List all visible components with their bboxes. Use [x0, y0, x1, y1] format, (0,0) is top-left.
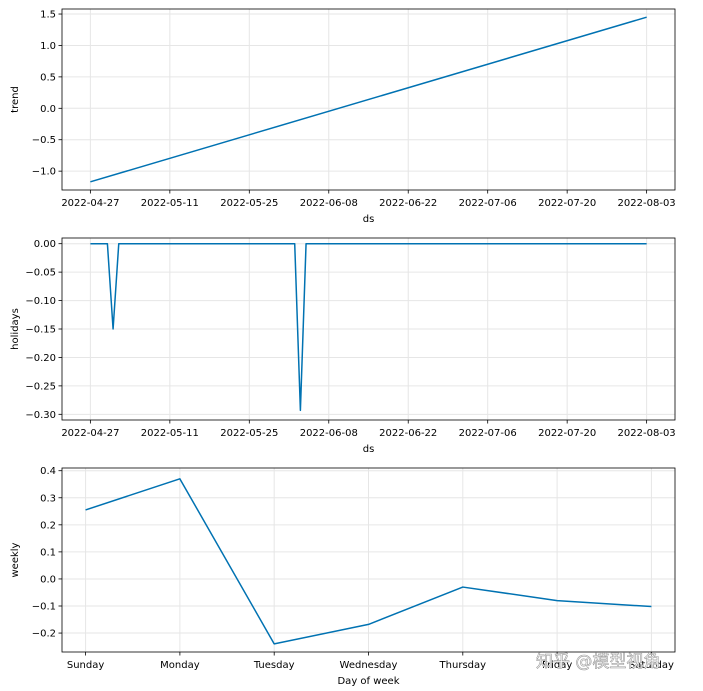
x-tick-label: 2022-07-06 [459, 198, 517, 209]
holidays-panel: 2022-04-27 2022-05-11 2022-05-25 2022-06-08… [10, 237, 676, 455]
x-tick-label: 2022-06-08 [300, 428, 358, 439]
x-tick-label: 2022-04-27 [61, 198, 119, 209]
x-tick-label: 2022-07-20 [538, 198, 596, 209]
y-tick-label: −0.20 [25, 353, 56, 364]
x-tick-label: 2022-06-22 [379, 428, 437, 439]
x-tick-label: 2022-06-08 [300, 198, 358, 209]
x-tick-label: 2022-04-27 [61, 428, 119, 439]
y-axis-label: weekly [10, 542, 21, 577]
x-axis-label: ds [363, 444, 375, 455]
y-tick-label: 0.4 [40, 466, 56, 477]
weekly-panel: Sunday Monday Tuesday Wednesday Thursday Frid… [10, 466, 676, 687]
y-tick-label: −0.1 [32, 602, 56, 613]
x-tick-label: Wednesday [340, 660, 398, 671]
axes-frame [61, 8, 676, 191]
weekly-series-line [85, 478, 652, 645]
trend-series-line [90, 16, 647, 183]
holidays-series-line [90, 242, 647, 412]
x-tick-label: 2022-05-11 [141, 428, 199, 439]
x-axis-label: ds [363, 214, 375, 225]
y-tick-label: 0.0 [40, 574, 56, 585]
y-tick-label: 0.2 [40, 520, 56, 531]
y-tick-label: 0.3 [40, 493, 56, 504]
y-tick-label: −0.05 [25, 268, 56, 279]
x-tick-label: 2022-06-22 [379, 198, 437, 209]
y-tick-label: −0.5 [32, 135, 56, 146]
y-tick-label: −0.2 [32, 629, 56, 640]
y-tick-label: 0.0 [40, 104, 56, 115]
y-tick-label: 1.0 [40, 41, 56, 52]
y-tick-label: 0.5 [40, 72, 56, 83]
x-axis-label: Day of week [337, 676, 399, 687]
y-tick-label: 0.1 [40, 547, 56, 558]
x-tick-label: 2022-05-25 [220, 198, 278, 209]
y-tick-label: 0.00 [34, 239, 56, 250]
x-tick-label: Monday [160, 660, 200, 671]
x-tick-label: 2022-08-03 [618, 428, 676, 439]
watermark: 知乎 @模型视角 [536, 652, 660, 672]
x-tick-label: Thursday [439, 660, 487, 671]
y-tick-label: −0.25 [25, 381, 56, 392]
y-tick-label: −0.30 [25, 410, 56, 421]
y-tick-label: −0.10 [25, 296, 56, 307]
y-tick-label: −1.0 [32, 167, 56, 178]
x-tick-label: Saturday [629, 660, 674, 671]
x-tick-label: 2022-07-20 [538, 428, 596, 439]
x-tick-label: Sunday [67, 660, 104, 671]
x-tick-label: 2022-05-25 [220, 428, 278, 439]
y-tick-label: 1.5 [40, 10, 56, 21]
x-tick-label: 2022-07-06 [459, 428, 517, 439]
x-tick-label: 2022-08-03 [618, 198, 676, 209]
y-axis-label: holidays [10, 308, 21, 350]
x-tick-label: Friday [542, 660, 572, 671]
trend-panel: 2022-04-27 2022-05-11 2022-05-25 2022-06-08… [10, 8, 676, 225]
y-axis-label: trend [10, 86, 21, 113]
y-tick-label: −0.15 [25, 325, 56, 336]
x-tick-label: Tuesday [253, 660, 295, 671]
x-tick-label: 2022-05-11 [141, 198, 199, 209]
